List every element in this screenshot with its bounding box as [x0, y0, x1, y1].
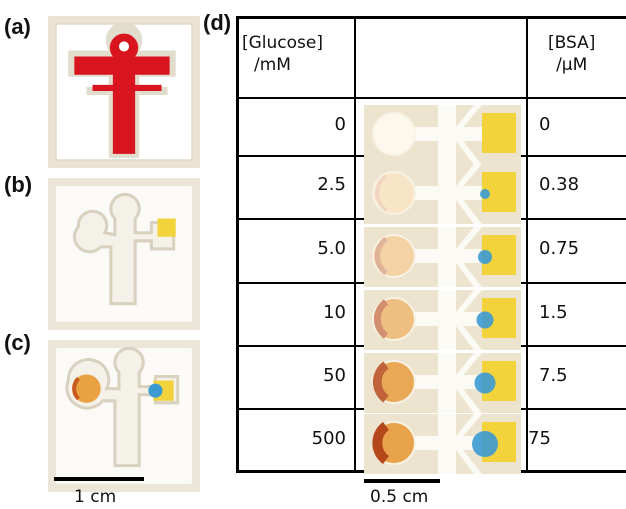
- glucose-value: 2.5: [317, 174, 346, 195]
- bsa-value: 0.75: [539, 238, 580, 259]
- bsa-value: 7.5: [539, 365, 568, 386]
- header-bsa: [BSA] /μM: [548, 33, 596, 75]
- assay-photo: [364, 105, 521, 165]
- scale-label-left: 1 cm: [74, 487, 117, 507]
- bsa-value: 75: [528, 428, 551, 449]
- glucose-value: 50: [323, 365, 346, 386]
- scale-label-table: 0.5 cm: [370, 487, 429, 507]
- device-photo-blank: [48, 178, 200, 330]
- assay-photo: [364, 290, 521, 350]
- panel-label-b: (b): [4, 172, 33, 197]
- assay-photo: [364, 414, 521, 474]
- glucose-value: 10: [323, 302, 346, 323]
- glucose-value: 500: [311, 428, 346, 449]
- bsa-value: 0: [539, 114, 551, 135]
- header-glucose: [Glucose] /mM: [242, 33, 323, 75]
- scale-bar-left: [54, 477, 144, 481]
- assay-photo: [364, 353, 521, 413]
- bsa-value: 0.38: [539, 174, 580, 195]
- panel-label-c: (c): [4, 330, 31, 355]
- device-photo-colored: [48, 340, 200, 492]
- glucose-value: 5.0: [317, 238, 346, 259]
- bsa-value: 1.5: [539, 302, 568, 323]
- panel-label-d: (d): [203, 10, 232, 35]
- glucose-value: 0: [334, 114, 346, 135]
- assay-photo: [364, 227, 521, 287]
- scale-bar-table: [364, 479, 440, 483]
- assay-photo: [364, 164, 521, 224]
- device-photo-red-dye: [48, 16, 200, 168]
- results-table: [Glucose] /mM [BSA] /μM 0 2.5 5.0 10 50 …: [236, 16, 626, 474]
- panel-label-a: (a): [4, 14, 31, 39]
